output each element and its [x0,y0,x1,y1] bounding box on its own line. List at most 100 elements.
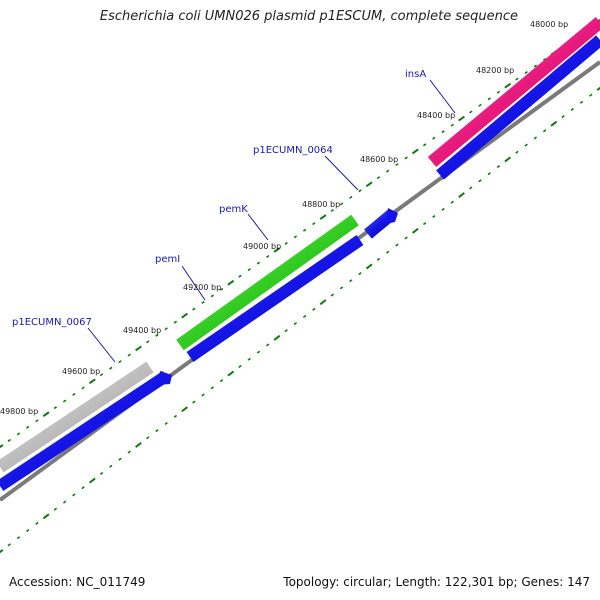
tick-label-49200: 49200 bp [183,283,221,292]
cds-track [0,35,600,492]
leader-p1ECUMN_0064 [324,155,359,191]
outer-tick-43 [201,300,205,304]
accession-label: Accession: NC_011749 [9,575,146,589]
inner-tick-32 [302,314,307,318]
inner-tick-55 [88,477,96,484]
outer-tick-15 [458,115,465,122]
inner-tick-8 [524,143,528,147]
inner-tick-6 [542,129,547,133]
inner-tick-10 [504,156,512,163]
outer-tick-19 [422,143,427,147]
inner-tick-0 [596,86,600,91]
outer-tick-49 [146,340,150,344]
inner-tick-28 [339,286,344,290]
outer-tick-42 [210,294,214,298]
inner-tick-57 [72,493,76,497]
outer-tick-12 [487,97,491,101]
tick-label-48200: 48200 bp [476,66,514,75]
outer-tick-51 [127,353,131,357]
inner-tick-46 [173,414,178,418]
outer-tick-48 [155,333,159,337]
inner-tick-1 [589,93,593,97]
outer-tick-34 [284,241,288,245]
inner-tick-51 [127,450,131,454]
inner-tick-25 [365,263,373,270]
tick-label-48800: 48800 bp [302,200,340,209]
inner-tick-21 [404,236,408,240]
inner-tick-11 [496,164,501,169]
inner-tick-63 [16,536,21,540]
inner-tick-22 [395,243,399,247]
gene-bar-pemK [176,214,359,351]
outer-tick-25 [365,181,373,188]
inner-tick-48 [155,429,159,433]
tick-label-48000: 48000 bp [530,20,568,29]
inner-tick-61 [35,521,39,525]
outer-tick-47 [164,327,168,331]
inner-tick-35 [273,334,281,341]
inner-tick-31 [312,307,316,311]
outer-tick-23 [386,169,390,173]
inner-tick-2 [579,100,584,104]
outer-tick-55 [88,378,96,385]
cds-segment-1 [436,35,600,180]
tick-label-48600: 48600 bp [360,155,398,164]
inner-tick-40 [227,370,235,377]
gene-label-pemI: pemI [155,254,180,265]
inner-tick-24 [376,257,381,261]
inner-tick-15 [458,192,465,199]
gene-bar-insA [427,17,600,167]
outer-tick-50 [135,345,142,352]
inner-tick-17 [441,207,445,211]
outer-tick-38 [247,268,251,272]
outer-tick-52 [118,360,122,364]
outer-tick-20 [411,148,419,155]
outer-tick-64 [7,438,11,442]
outer-tick-61 [35,419,39,423]
outer-tick-8 [524,71,528,75]
inner-tick-60 [42,513,50,520]
inner-tick-23 [386,250,390,254]
outer-tick-54 [99,373,104,377]
outer-tick-16 [450,123,454,127]
outer-tick-65 [0,444,4,449]
inner-tick-29 [330,293,334,297]
outer-tick-35 [273,247,281,253]
outer-tick-11 [496,90,501,94]
outer-tick-13 [478,103,482,107]
inner-tick-34 [284,329,288,333]
inner-tick-18 [432,214,436,219]
cds-segment-4 [0,370,170,492]
outer-tick-62 [26,425,30,429]
inner-tick-49 [146,436,150,440]
inner-tick-43 [201,393,205,397]
leader-pemI [181,265,206,301]
outer-tick-6 [542,57,547,61]
gene-label-p1ECUMN_0067: p1ECUMN_0067 [12,317,92,328]
inner-tick-54 [99,471,104,476]
inner-tick-45 [181,406,188,413]
inner-tick-7 [533,136,538,140]
outer-tick-41 [219,287,224,291]
inner-tick-30 [319,299,327,306]
inner-tick-20 [412,227,419,234]
gene-label-p1ECUMN_0064: p1ECUMN_0064 [253,145,333,156]
map-title: Escherichia coli UMN026 plasmid p1ESCUM,… [99,9,518,24]
inner-tick-65 [0,549,4,554]
inner-tick-12 [487,172,491,176]
inner-tick-53 [109,464,113,468]
inner-tick-14 [469,186,473,190]
inner-tick-39 [238,364,242,368]
tick-label-49800: 49800 bp [0,407,38,416]
inner-tick-52 [118,457,122,461]
outer-tick-59 [53,406,58,410]
inner-tick-13 [478,179,482,183]
tick-label-48400: 48400 bp [417,111,455,120]
inner-tick-42 [210,386,214,390]
inner-tick-36 [266,343,270,347]
inner-tick-62 [26,529,30,533]
outer-tick-63 [16,432,21,436]
outer-tick-18 [432,136,436,140]
inner-tick-47 [164,421,168,426]
inner-tick-27 [349,279,353,283]
